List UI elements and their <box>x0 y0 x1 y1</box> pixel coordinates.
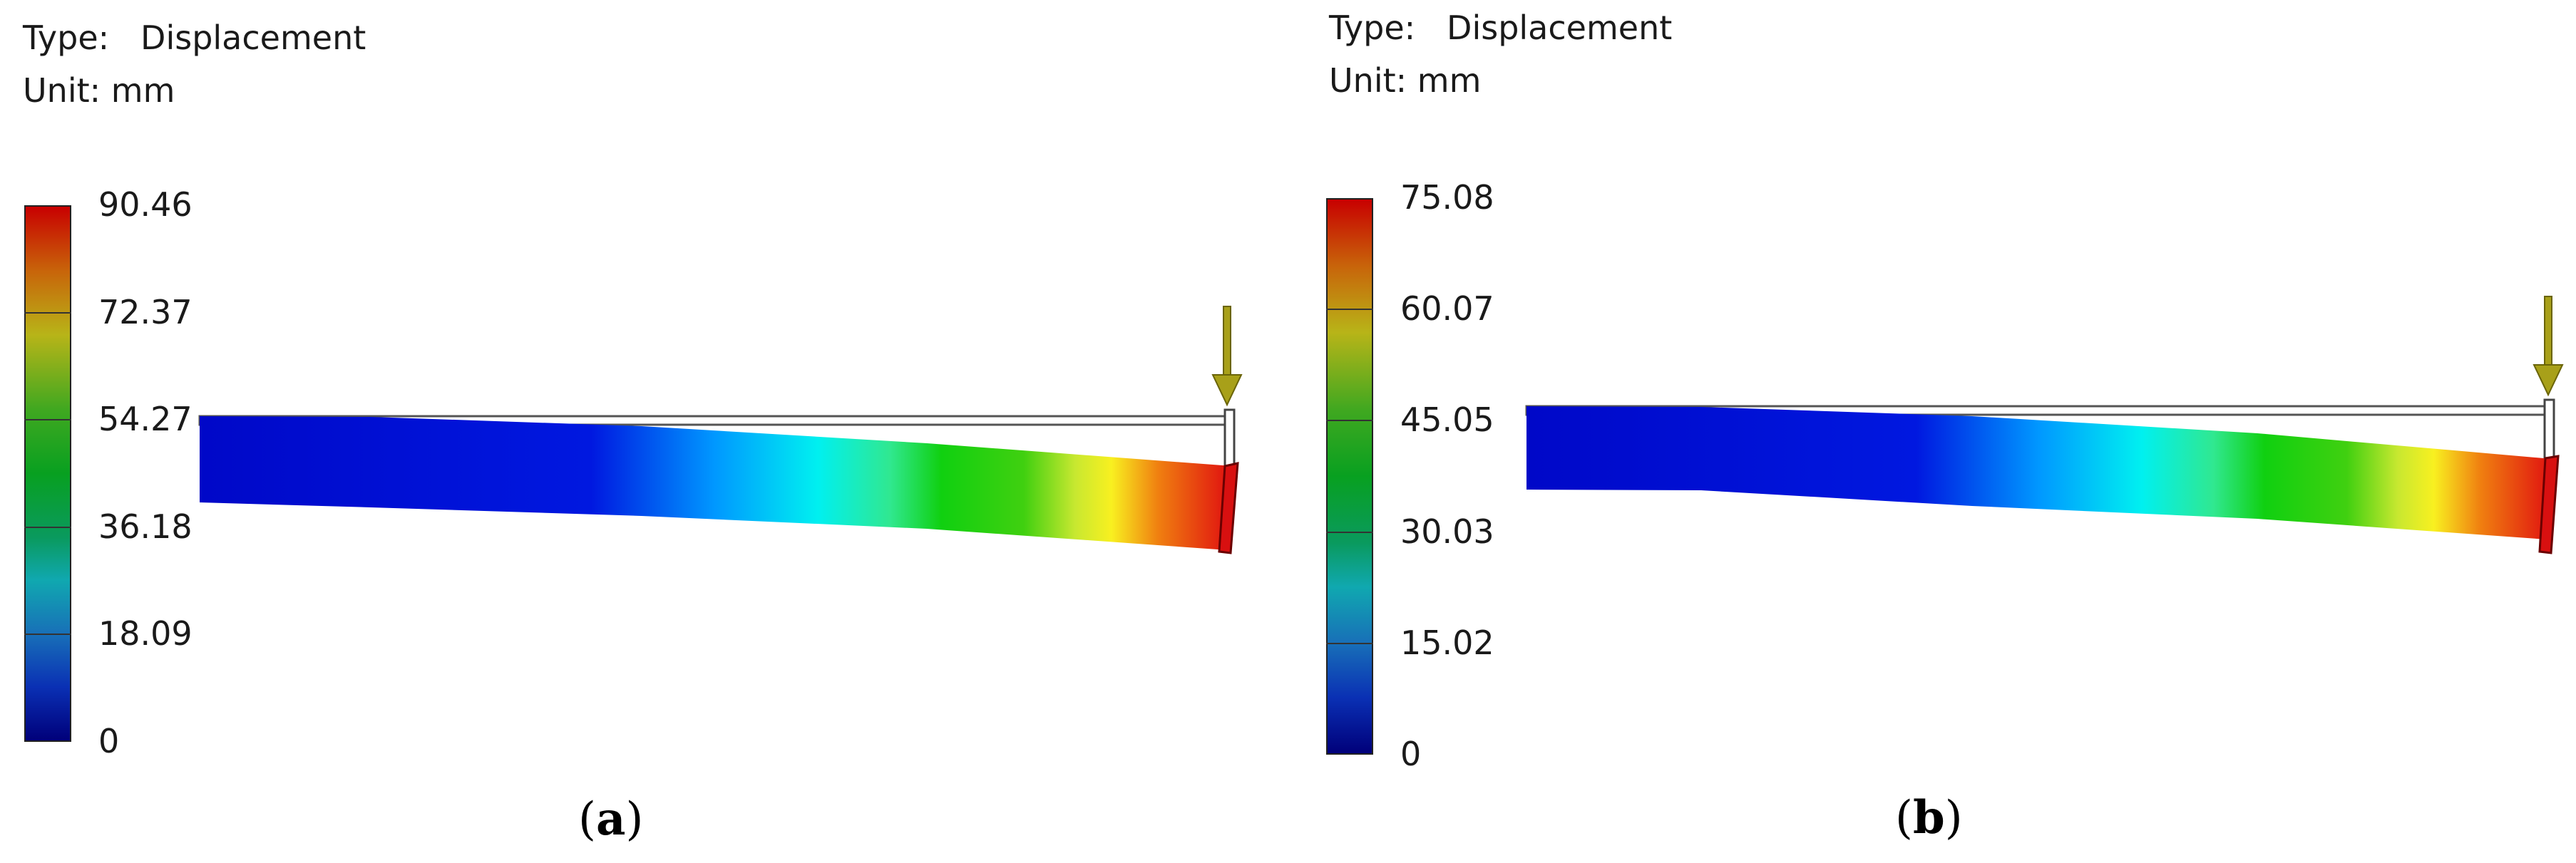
legend-tick-mark <box>24 634 71 636</box>
down-arrow-icon <box>1211 306 1243 407</box>
legend-tick-label: 90.46 <box>98 185 193 224</box>
legend-tick-mark <box>24 311 71 314</box>
type-value: Displacement <box>1447 9 1673 47</box>
deformed-beam <box>200 416 1232 550</box>
undeformed-end-plate <box>1223 408 1236 471</box>
legend-tick-label: 45.05 <box>1400 401 1494 440</box>
legend-tick-mark <box>1326 642 1373 644</box>
legend-tick-label: 60.07 <box>1400 289 1494 329</box>
legend-tick-label: 30.03 <box>1400 512 1494 551</box>
color-legend-bar <box>24 205 71 742</box>
legend-tick-label: 18.09 <box>98 614 193 653</box>
legend-tick-mark <box>24 526 71 528</box>
legend-tick-label: 36.18 <box>98 507 193 546</box>
legend-tick-mark <box>24 419 71 421</box>
type-key: Type: <box>1329 9 1416 47</box>
displacement-plot <box>198 306 1243 554</box>
type-value: Displacement <box>140 19 366 57</box>
displacement-plot <box>1525 296 2564 554</box>
unit-value: mm <box>111 71 175 110</box>
legend-tick-mark <box>1326 531 1373 533</box>
unit-key: Unit: <box>1329 61 1407 100</box>
type-key: Type: <box>23 19 110 57</box>
legend-tick-label: 54.27 <box>98 400 193 439</box>
legend-tick-mark <box>1326 420 1373 422</box>
unit-line: Unit: mm <box>1329 61 1481 100</box>
type-line: Type: Displacement <box>1329 9 1672 47</box>
deformed-end-plate <box>2538 455 2560 554</box>
unit-key: Unit: <box>23 71 101 110</box>
deformed-beam <box>1526 406 2552 539</box>
type-line: Type: Displacement <box>23 19 366 57</box>
color-legend-bar <box>1326 198 1373 755</box>
deformed-end-plate <box>1218 462 1239 554</box>
panel-label: (b) <box>1895 791 1963 844</box>
legend-tick-label: 75.08 <box>1400 178 1494 217</box>
undeformed-end-plate <box>2543 398 2555 460</box>
legend-tick-label: 15.02 <box>1400 623 1494 662</box>
legend-tick-label: 0 <box>98 722 120 760</box>
panel-b: Type: Displacement Unit: mm 75.08 60.07 45… <box>1288 0 2576 863</box>
down-arrow-icon <box>2533 296 2564 397</box>
panel-label: (a) <box>578 792 644 846</box>
legend-tick-label: 72.37 <box>98 292 193 331</box>
legend-tick-label: 0 <box>1400 735 1422 773</box>
panel-a: Type: Displacement Unit: mm 90.46 72.37 54… <box>23 19 1243 846</box>
unit-line: Unit: mm <box>23 71 175 110</box>
unit-value: mm <box>1417 61 1482 100</box>
legend-tick-mark <box>1326 309 1373 311</box>
